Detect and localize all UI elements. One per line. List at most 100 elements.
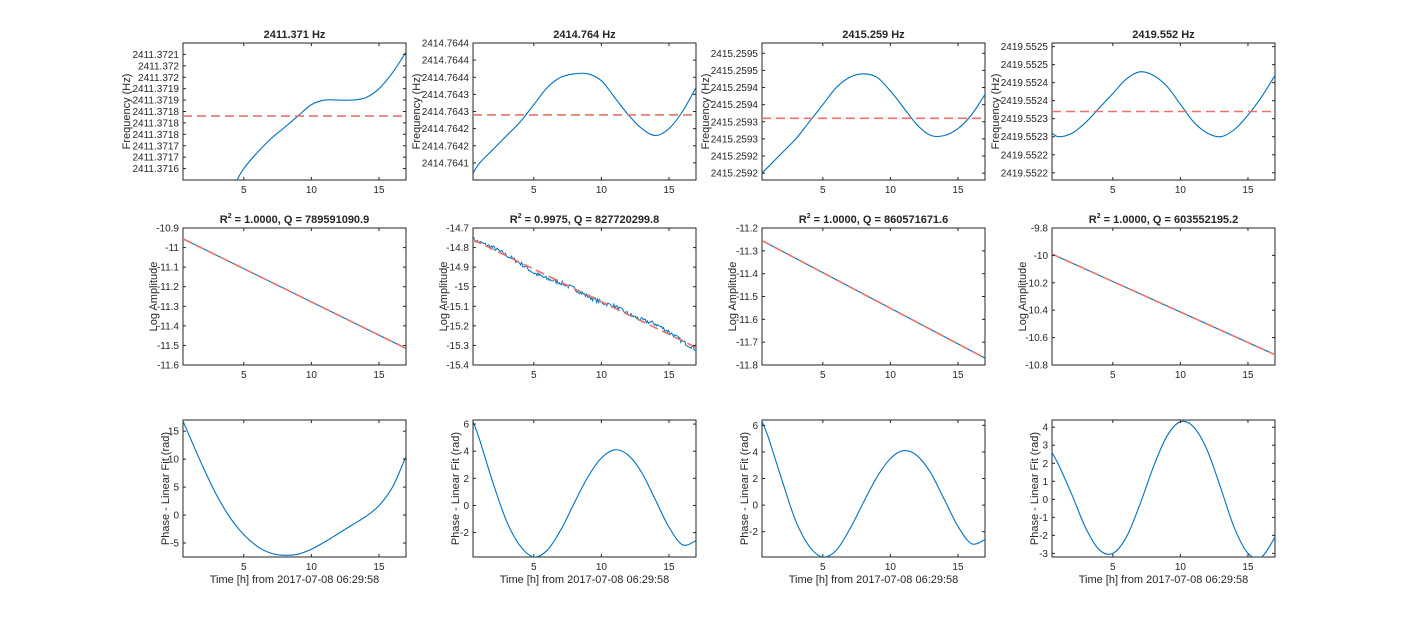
subplot-r1-c3: 5 10 15 2415.2592 2415.2592 2415.2593 2415.259… xyxy=(700,29,986,196)
title-r-symbol: R xyxy=(799,214,807,226)
y-tick-label: -15.1 xyxy=(446,302,469,313)
y-tick-label: -10.8 xyxy=(1025,361,1048,372)
x-tick-label: 5 xyxy=(820,185,826,196)
series-group xyxy=(762,239,985,359)
x-tick-label: 5 xyxy=(820,370,826,381)
subplot-title: R2 = 0.9975, Q = 827720299.8 xyxy=(510,213,659,226)
y-tick-label: 15 xyxy=(168,427,180,438)
x-axis-label: Time [h] from 2017-07-08 06:29:58 xyxy=(500,574,670,586)
x-tick-label: 10 xyxy=(306,370,318,381)
axes-box xyxy=(1051,419,1276,558)
y-tick-label: -1 xyxy=(1039,513,1048,524)
y-tick-label: -14.9 xyxy=(446,263,469,274)
y-tick-label: 2414.7644 xyxy=(422,73,470,84)
y-tick-label: 2414.7641 xyxy=(422,158,470,169)
subplot-title: 2411.371 Hz xyxy=(264,29,326,41)
y-tick-label: -14.8 xyxy=(446,243,469,254)
x-tick-label: 15 xyxy=(952,562,964,573)
x-tick-label: 5 xyxy=(241,562,247,573)
axes-box xyxy=(1051,227,1276,366)
x-tick-label: 10 xyxy=(1175,185,1187,196)
x-axis-label: Time [h] from 2017-07-08 06:29:58 xyxy=(789,574,959,586)
x-tick-label: 15 xyxy=(373,370,385,381)
x-tick-label: 15 xyxy=(663,185,675,196)
y-tick-label: 2419.5522 xyxy=(1001,150,1049,161)
y-tick-label: -11.6 xyxy=(736,315,758,326)
y-tick-label: 2411.372 xyxy=(138,61,179,72)
x-tick-label: 10 xyxy=(306,185,318,196)
series-line-data xyxy=(1052,420,1275,557)
axes-box xyxy=(182,227,407,366)
y-tick-label: -14.7 xyxy=(446,224,469,235)
y-tick-label: -11.4 xyxy=(157,321,179,332)
x-tick-label: 10 xyxy=(1175,562,1187,573)
y-tick-label: 5 xyxy=(173,483,179,494)
y-tick-label: 2414.7643 xyxy=(422,90,470,101)
y-axis-label: Log Amplitude xyxy=(148,262,160,332)
series-group xyxy=(183,420,406,556)
series-line-data xyxy=(762,421,985,557)
y-tick-label: -11.3 xyxy=(736,246,758,257)
y-tick-label: 6 xyxy=(463,420,469,431)
series-line-data xyxy=(762,73,985,174)
y-tick-label: -10 xyxy=(1034,251,1049,262)
series-group xyxy=(1052,253,1275,356)
series-line-data xyxy=(1052,71,1275,138)
y-tick-label: 2411.3717 xyxy=(132,153,179,164)
x-tick-label: 15 xyxy=(663,370,675,381)
y-tick-label: -11.3 xyxy=(157,302,179,313)
y-tick-label: 2415.2593 xyxy=(711,117,759,128)
title-superscript: 2 xyxy=(1097,213,1101,220)
y-tick-label: 2414.7643 xyxy=(422,107,470,118)
y-tick-label: 2411.3718 xyxy=(132,107,179,118)
y-tick-label: 2419.5525 xyxy=(1001,42,1049,53)
x-tick-label: 15 xyxy=(952,185,964,196)
y-tick-label: 2414.7642 xyxy=(422,124,470,135)
title-text: = 0.9975, Q = 827720299.8 xyxy=(522,214,660,226)
y-tick-label: 2411.3718 xyxy=(132,130,179,141)
y-tick-label: -3 xyxy=(1039,549,1048,560)
y-tick-label: -2 xyxy=(749,527,758,538)
series-line-fit xyxy=(762,239,985,359)
series-group xyxy=(473,72,696,174)
y-tick-label: 2415.2594 xyxy=(711,83,759,94)
x-tick-label: 15 xyxy=(952,370,964,381)
title-r-symbol: R xyxy=(220,214,228,226)
y-tick-label: 3 xyxy=(1042,441,1048,452)
subplot-r1-c1: 5 10 152411.37162411.37172411.37172411.371… xyxy=(121,29,407,196)
y-tick-label: -11.1 xyxy=(157,263,179,274)
y-tick-label: 2415.2592 xyxy=(711,152,759,163)
y-tick-label: 0 xyxy=(1042,495,1048,506)
axes-box xyxy=(761,419,986,558)
y-tick-label: 2419.5525 xyxy=(1001,60,1049,71)
y-tick-label: -15.3 xyxy=(446,341,469,352)
y-tick-label: 2415.2592 xyxy=(711,169,759,180)
y-tick-label: 2415.2594 xyxy=(711,100,759,111)
y-tick-label: 2415.2595 xyxy=(711,66,759,77)
title-text: = 1.0000, Q = 860571671.6 xyxy=(811,214,949,226)
x-tick-label: 5 xyxy=(1110,562,1116,573)
series-group xyxy=(473,236,696,352)
series-line-data xyxy=(183,420,406,556)
y-tick-label: -11.2 xyxy=(157,282,179,293)
y-tick-label: 4 xyxy=(463,447,469,458)
y-tick-label: 2419.5524 xyxy=(1001,78,1049,89)
y-tick-label: -10.9 xyxy=(156,224,179,235)
y-tick-label: -2 xyxy=(460,528,469,539)
x-tick-label: 10 xyxy=(885,185,897,196)
y-tick-label: 2415.2593 xyxy=(711,134,759,145)
title-superscript: 2 xyxy=(807,213,811,220)
y-tick-label: -11.5 xyxy=(157,341,179,352)
axes-box xyxy=(182,419,407,558)
y-tick-label: -11 xyxy=(165,243,179,254)
x-tick-label: 10 xyxy=(1175,370,1187,381)
y-tick-label: 2414.7644 xyxy=(422,56,470,67)
series-group xyxy=(1052,71,1275,138)
y-tick-label: 2411.3719 xyxy=(132,84,179,95)
x-tick-label: 5 xyxy=(820,562,826,573)
y-tick-label: 2419.5522 xyxy=(1001,168,1049,179)
x-tick-label: 10 xyxy=(596,185,608,196)
